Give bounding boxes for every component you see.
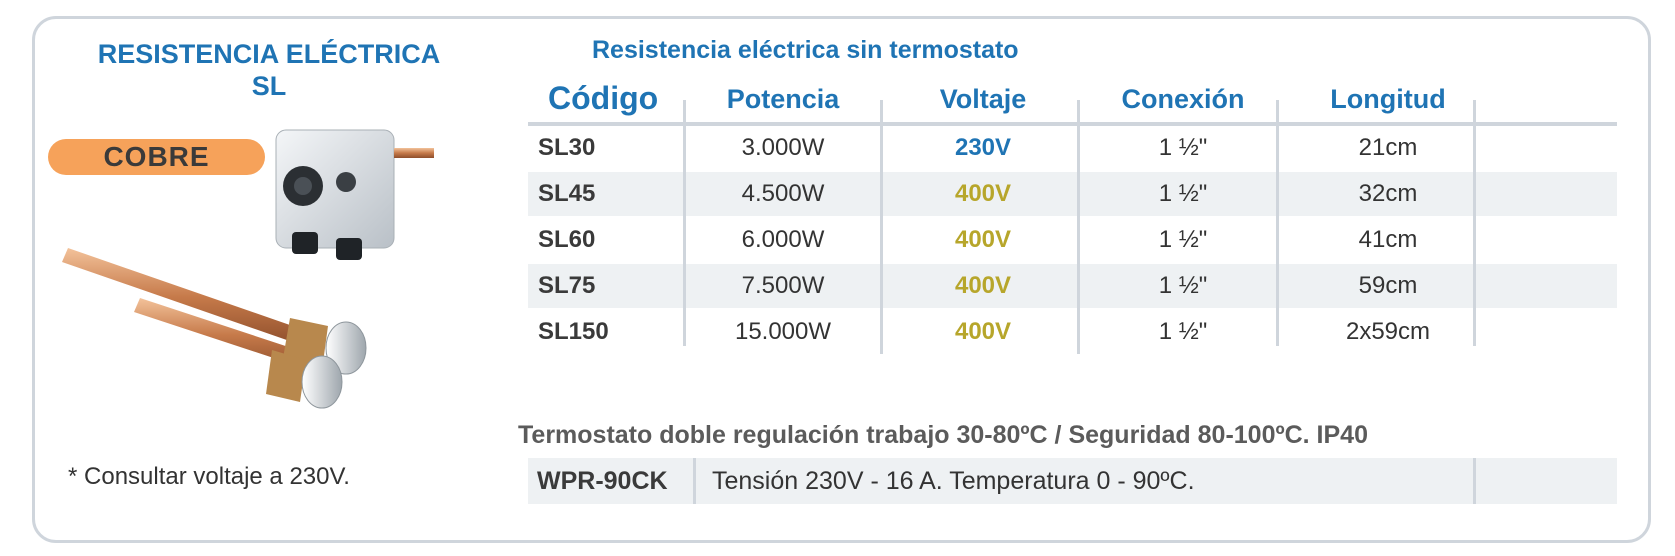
cell-voltage: 230V bbox=[954, 134, 1012, 161]
cell-connection: 1 ½" bbox=[1158, 318, 1208, 345]
voltage-note: * Consultar voltaje a 230V. bbox=[68, 463, 350, 490]
column-divider bbox=[1077, 100, 1080, 354]
cell-connection: 1 ½" bbox=[1158, 180, 1208, 207]
material-badge: COBRE bbox=[48, 139, 265, 175]
header-potencia: Potencia bbox=[726, 84, 840, 114]
cell-power: 4.500W bbox=[741, 180, 825, 207]
column-divider bbox=[693, 458, 696, 504]
column-divider bbox=[880, 100, 883, 354]
product-title-line1: RESISTENCIA ELÉCTRICA bbox=[97, 39, 441, 69]
cell-connection: 1 ½" bbox=[1158, 272, 1208, 299]
cell-voltage: 400V bbox=[954, 318, 1012, 345]
cell-connection: 1 ½" bbox=[1158, 226, 1208, 253]
cell-length: 32cm bbox=[1358, 180, 1418, 207]
cell-connection: 1 ½" bbox=[1158, 134, 1208, 161]
product-title: RESISTENCIA ELÉCTRICA SL bbox=[74, 38, 464, 102]
cell-length: 41cm bbox=[1358, 226, 1418, 253]
table-row: SL150 15.000W 400V 1 ½" 2x59cm bbox=[528, 310, 1617, 354]
cell-code: SL45 bbox=[538, 180, 596, 207]
cell-length: 21cm bbox=[1358, 134, 1418, 161]
cell-code: SL30 bbox=[538, 134, 596, 161]
table-row: SL60 6.000W 400V 1 ½" 41cm bbox=[528, 218, 1617, 262]
header-conexion: Conexión bbox=[1121, 84, 1245, 114]
product-image bbox=[62, 129, 434, 409]
table-row: SL30 3.000W 230V 1 ½" 21cm bbox=[528, 126, 1617, 170]
header-underline bbox=[528, 122, 1617, 126]
cell-code: SL60 bbox=[538, 226, 596, 253]
cell-voltage: 400V bbox=[954, 226, 1012, 253]
cell-code: SL150 bbox=[538, 318, 609, 345]
thermostat-title: Termostato doble regulación trabajo 30-8… bbox=[518, 421, 1368, 449]
header-longitud: Longitud bbox=[1330, 84, 1446, 114]
cell-power: 6.000W bbox=[741, 226, 825, 253]
thermostat-description: Tensión 230V - 16 A. Temperatura 0 - 90º… bbox=[712, 467, 1195, 495]
thermostat-row: WPR-90CK Tensión 230V - 16 A. Temperatur… bbox=[528, 458, 1617, 504]
cell-power: 3.000W bbox=[741, 134, 825, 161]
product-title-line2: SL bbox=[251, 71, 287, 101]
thermostat-code: WPR-90CK bbox=[537, 467, 668, 495]
column-divider bbox=[683, 100, 686, 346]
cell-code: SL75 bbox=[538, 272, 596, 299]
cell-voltage: 400V bbox=[954, 180, 1012, 207]
column-divider bbox=[1276, 100, 1279, 346]
column-divider bbox=[1473, 100, 1476, 346]
column-divider bbox=[1473, 458, 1476, 504]
cell-power: 7.500W bbox=[741, 272, 825, 299]
table-row: SL75 7.500W 400V 1 ½" 59cm bbox=[528, 264, 1617, 308]
header-codigo: Código bbox=[548, 80, 659, 116]
cell-length: 59cm bbox=[1358, 272, 1418, 299]
table-row: SL45 4.500W 400V 1 ½" 32cm bbox=[528, 172, 1617, 216]
cell-length: 2x59cm bbox=[1345, 318, 1431, 345]
cell-voltage: 400V bbox=[954, 272, 1012, 299]
spec-table-header: Código Potencia Voltaje Conexión Longitu… bbox=[528, 80, 1617, 124]
copper-rods bbox=[62, 248, 367, 409]
table-title: Resistencia eléctrica sin termostato bbox=[592, 36, 1019, 64]
header-voltaje: Voltaje bbox=[939, 84, 1027, 114]
cell-power: 15.000W bbox=[734, 318, 832, 345]
thermostat-box bbox=[275, 129, 434, 260]
